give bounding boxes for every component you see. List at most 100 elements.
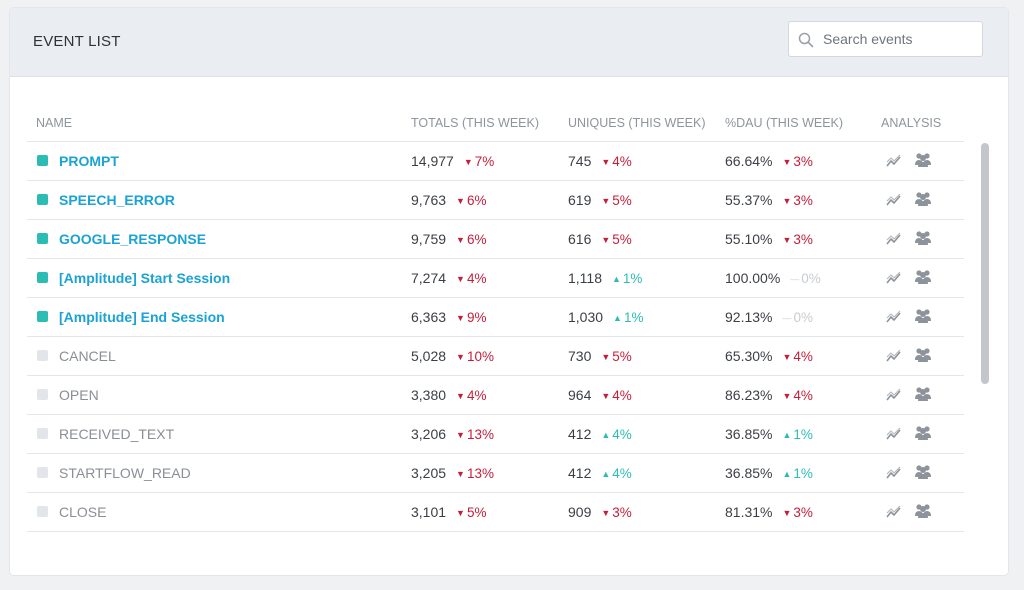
event-color-square[interactable]	[37, 233, 48, 244]
event-color-square[interactable]	[37, 389, 48, 400]
event-name-link[interactable]: CANCEL	[59, 348, 116, 364]
uniques-change-value: 3%	[612, 505, 632, 520]
event-color-square[interactable]	[37, 311, 48, 322]
dau-change-value: 0%	[801, 271, 821, 286]
table-row[interactable]: CANCEL 5,028 ▼ 10% 730 ▼ 5% 65.30% ▼ 4%	[27, 337, 964, 376]
table-row[interactable]: SPEECH_ERROR 9,763 ▼ 6% 619 ▼ 5% 55.37% ▼ 3%	[27, 181, 964, 220]
event-color-square[interactable]	[37, 272, 48, 283]
change-arrow-icon: ▼	[782, 508, 792, 518]
users-icon[interactable]	[914, 347, 932, 363]
change-arrow-icon: ▼	[456, 430, 465, 440]
dau-cell: 81.31% ▼ 3%	[725, 504, 813, 520]
change-arrow-icon: ▼	[782, 196, 792, 206]
event-name-link[interactable]: [Amplitude] End Session	[59, 309, 225, 325]
panel-header: EVENT LIST	[10, 8, 1008, 77]
totals-change: ▼ 7%	[464, 154, 494, 169]
event-name-link[interactable]: STARTFLOW_READ	[59, 465, 191, 481]
event-name-link[interactable]: SPEECH_ERROR	[59, 192, 175, 208]
trend-chart-icon[interactable]	[886, 232, 902, 246]
event-name-link[interactable]: [Amplitude] Start Session	[59, 270, 231, 286]
column-header-analysis: ANALYSIS	[881, 116, 942, 130]
search-box[interactable]	[788, 21, 983, 57]
users-icon[interactable]	[914, 386, 932, 402]
trend-chart-icon[interactable]	[886, 193, 902, 207]
dau-change: ▼ 3%	[782, 193, 812, 208]
uniques-cell: 412 ▲ 4%	[568, 426, 632, 442]
event-color-square[interactable]	[37, 350, 48, 361]
totals-change: ▼ 9%	[456, 310, 486, 325]
users-icon[interactable]	[914, 464, 932, 480]
event-name-link[interactable]: OPEN	[59, 387, 99, 403]
dau-value: 36.85%	[725, 426, 773, 442]
trend-chart-icon[interactable]	[886, 427, 902, 441]
totals-value: 9,763	[411, 192, 447, 208]
uniques-change: ▼ 5%	[601, 349, 631, 364]
column-header-totals[interactable]: TOTALS (THIS WEEK)	[411, 116, 540, 130]
change-arrow-icon: ▼	[456, 313, 465, 323]
event-color-square[interactable]	[37, 506, 48, 517]
users-icon[interactable]	[914, 503, 932, 519]
scrollbar-thumb[interactable]	[981, 143, 989, 384]
table-row[interactable]: CLOSE 3,101 ▼ 5% 909 ▼ 3% 81.31% ▼ 3%	[27, 493, 964, 532]
table-row[interactable]: RECEIVED_TEXT 3,206 ▼ 13% 412 ▲ 4% 36.85% ▲ 1%	[27, 415, 964, 454]
users-icon[interactable]	[914, 191, 932, 207]
trend-chart-icon[interactable]	[886, 349, 902, 363]
search-input[interactable]	[823, 22, 978, 56]
totals-cell: 14,977 ▼ 7%	[411, 153, 494, 169]
table-row[interactable]: PROMPT 14,977 ▼ 7% 745 ▼ 4% 66.64% ▼ 3%	[27, 142, 964, 181]
uniques-value: 412	[568, 465, 592, 481]
users-icon[interactable]	[914, 308, 932, 324]
trend-chart-icon[interactable]	[886, 271, 902, 285]
dau-change-value: 1%	[793, 427, 813, 442]
trend-chart-icon[interactable]	[886, 505, 902, 519]
totals-change: ▼ 6%	[456, 193, 486, 208]
totals-change: ▼ 10%	[456, 349, 494, 364]
totals-value: 3,205	[411, 465, 447, 481]
column-header-uniques[interactable]: UNIQUES (THIS WEEK)	[568, 116, 706, 130]
totals-value: 7,274	[411, 270, 447, 286]
uniques-change-value: 1%	[622, 271, 643, 286]
event-name-link[interactable]: PROMPT	[59, 153, 119, 169]
event-color-square[interactable]	[37, 428, 48, 439]
event-color-square[interactable]	[37, 467, 48, 478]
totals-cell: 5,028 ▼ 10%	[411, 348, 494, 364]
totals-change-value: 4%	[466, 271, 487, 286]
change-arrow-icon: ▼	[601, 196, 611, 206]
table-row[interactable]: GOOGLE_RESPONSE 9,759 ▼ 6% 616 ▼ 5% 55.10% ▼ 3…	[27, 220, 964, 259]
totals-change: ▼ 13%	[456, 466, 494, 481]
column-header-name[interactable]: NAME	[36, 116, 73, 130]
change-arrow-icon: ▼	[782, 235, 792, 245]
uniques-cell: 909 ▼ 3%	[568, 504, 632, 520]
users-icon[interactable]	[914, 230, 932, 246]
dau-change: ▼ 3%	[782, 154, 812, 169]
change-arrow-icon: ▼	[782, 391, 792, 401]
change-arrow-icon: ▼	[601, 508, 611, 518]
trend-chart-icon[interactable]	[886, 388, 902, 402]
table-row[interactable]: [Amplitude] End Session 6,363 ▼ 9% 1,030 ▲ 1…	[27, 298, 964, 337]
column-header-dau[interactable]: %DAU (THIS WEEK)	[725, 116, 844, 130]
event-name-link[interactable]: RECEIVED_TEXT	[59, 426, 175, 442]
trend-chart-icon[interactable]	[886, 154, 902, 168]
uniques-change: ▲ 4%	[601, 466, 631, 481]
trend-chart-icon[interactable]	[886, 310, 902, 324]
uniques-cell: 619 ▼ 5%	[568, 192, 632, 208]
change-arrow-icon: ▼	[456, 196, 465, 206]
event-color-square[interactable]	[37, 194, 48, 205]
users-icon[interactable]	[914, 152, 932, 168]
dau-value: 66.64%	[725, 153, 773, 169]
event-name-link[interactable]: CLOSE	[59, 504, 107, 520]
users-icon[interactable]	[914, 269, 932, 285]
table-row[interactable]: OPEN 3,380 ▼ 4% 964 ▼ 4% 86.23% ▼ 4%	[27, 376, 964, 415]
totals-change: ▼ 4%	[456, 271, 486, 286]
table-row[interactable]: STARTFLOW_READ 3,205 ▼ 13% 412 ▲ 4% 36.85% ▲ 1…	[27, 454, 964, 493]
uniques-change: ▼ 3%	[601, 505, 631, 520]
event-list-panel: EVENT LIST NAME TOTALS (THIS WEEK) UNIQU…	[10, 8, 1008, 575]
change-arrow-icon: ▼	[456, 352, 465, 362]
users-icon[interactable]	[914, 425, 932, 441]
event-color-square[interactable]	[37, 155, 48, 166]
change-arrow-icon: ▼	[601, 235, 611, 245]
event-name-link[interactable]: GOOGLE_RESPONSE	[59, 231, 207, 247]
totals-cell: 3,380 ▼ 4%	[411, 387, 486, 403]
trend-chart-icon[interactable]	[886, 466, 902, 480]
table-row[interactable]: [Amplitude] Start Session 7,274 ▼ 4% 1,118…	[27, 259, 964, 298]
